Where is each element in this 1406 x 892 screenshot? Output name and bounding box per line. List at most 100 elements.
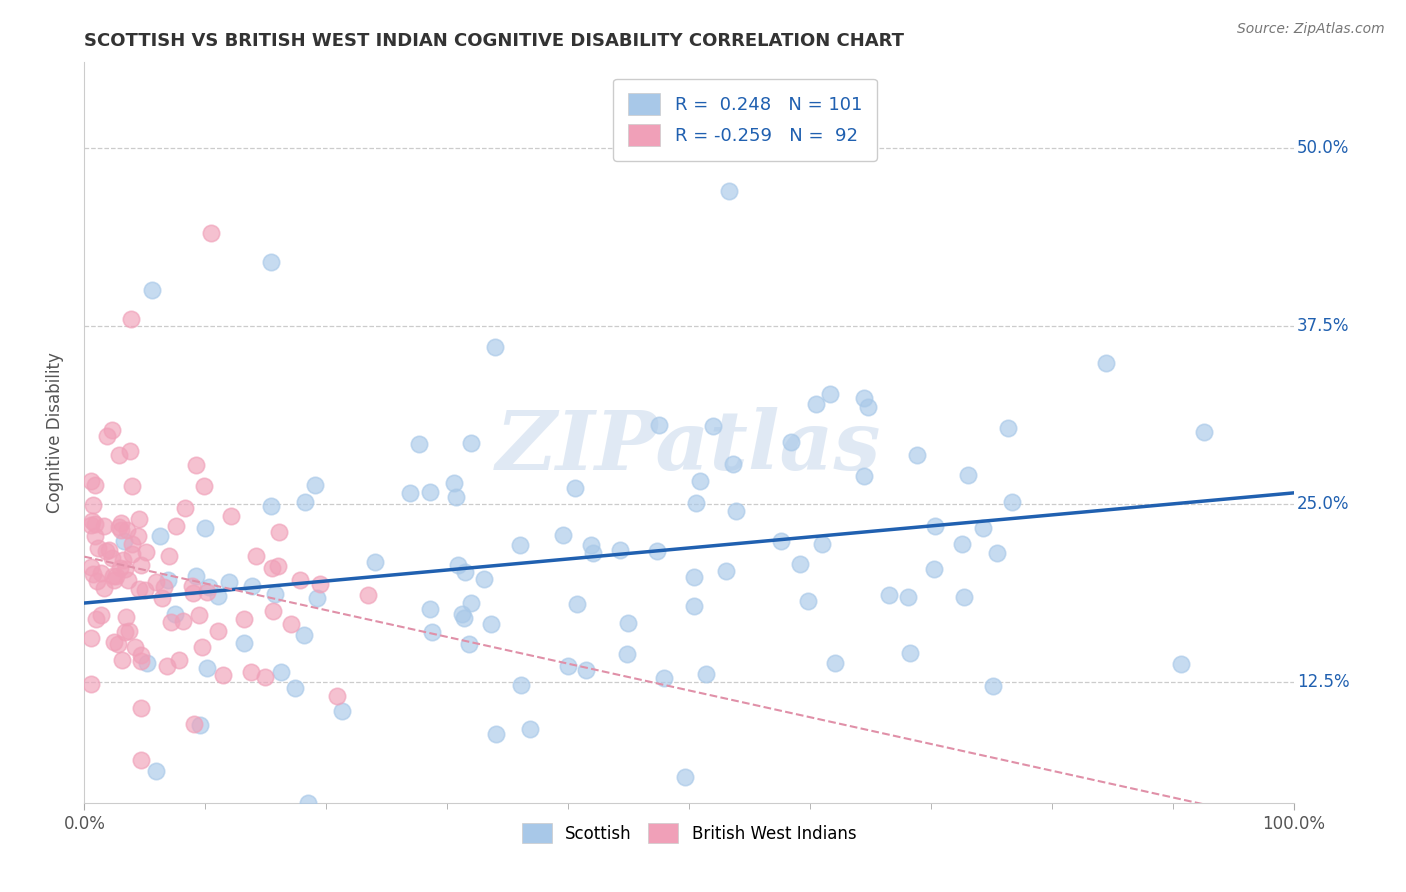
Point [103,635,125,649]
Point [159,615,181,629]
Point [581,538,603,552]
Point [953,590,976,604]
Point [897,591,920,605]
Point [818,387,841,401]
Point [714,564,737,578]
Point [652,671,675,685]
Point [986,546,1008,560]
Y-axis label: Cognitive Disability: Cognitive Disability [45,352,63,513]
Point [725,504,748,518]
Point [485,726,508,740]
Point [101,551,124,566]
Point [460,596,482,610]
Point [616,647,638,661]
Point [110,516,132,531]
Point [128,582,150,596]
Point [582,546,605,560]
Point [93,519,115,533]
Point [108,561,131,575]
Point [108,448,131,462]
Point [450,607,472,621]
Point [186,458,208,472]
Point [97,543,120,558]
Point [149,529,172,543]
Point [269,524,291,539]
Point [117,573,139,587]
Point [96,543,118,558]
Point [484,340,506,354]
Point [242,579,264,593]
Point [702,419,724,434]
Point [325,689,347,703]
Point [519,722,541,736]
Point [460,435,482,450]
Point [193,521,215,535]
Point [575,663,598,677]
Point [609,542,631,557]
Point [259,499,281,513]
Legend: Scottish, British West Indians: Scottish, British West Indians [515,816,863,850]
Point [898,646,921,660]
Point [104,568,127,582]
Point [103,573,125,587]
Point [824,657,846,671]
Point [84,612,107,626]
Text: SCOTTISH VS BRITISH WEST INDIAN COGNITIVE DISABILITY CORRELATION CHART: SCOTTISH VS BRITISH WEST INDIAN COGNITIV… [84,32,904,50]
Point [188,718,211,732]
Point [80,676,103,690]
Point [112,553,135,567]
Point [207,589,229,603]
Point [856,401,879,415]
Point [181,579,204,593]
Point [262,604,284,618]
Point [129,654,152,668]
Point [789,558,811,572]
Point [172,614,194,628]
Point [93,582,115,596]
Point [167,652,190,666]
Point [284,681,307,696]
Point [96,428,118,442]
Point [447,558,470,572]
Point [260,254,283,268]
Point [645,544,668,558]
Point [198,581,221,595]
Point [356,588,378,602]
Point [292,628,315,642]
Point [810,537,832,551]
Point [239,665,262,679]
Point [260,561,283,575]
Point [509,678,531,692]
Point [86,574,108,588]
Point [294,495,316,509]
Point [187,608,209,623]
Point [134,582,156,597]
Point [145,764,167,778]
Point [1170,657,1192,672]
Point [120,311,142,326]
Point [683,570,706,584]
Point [564,481,586,495]
Point [399,485,422,500]
Point [685,496,707,510]
Text: ZIPatlas: ZIPatlas [496,408,882,487]
Point [135,545,157,559]
Point [647,417,669,432]
Point [479,617,502,632]
Text: 25.0%: 25.0% [1298,495,1350,513]
Point [1194,425,1216,439]
Point [717,184,740,198]
Point [80,518,103,533]
Point [129,558,152,573]
Point [769,533,792,548]
Point [193,479,215,493]
Point [90,566,112,580]
Point [924,519,946,533]
Point [136,656,159,670]
Point [408,436,430,450]
Point [288,573,311,587]
Text: 12.5%: 12.5% [1298,673,1350,690]
Point [184,569,207,583]
Point [673,770,696,784]
Point [80,631,103,645]
